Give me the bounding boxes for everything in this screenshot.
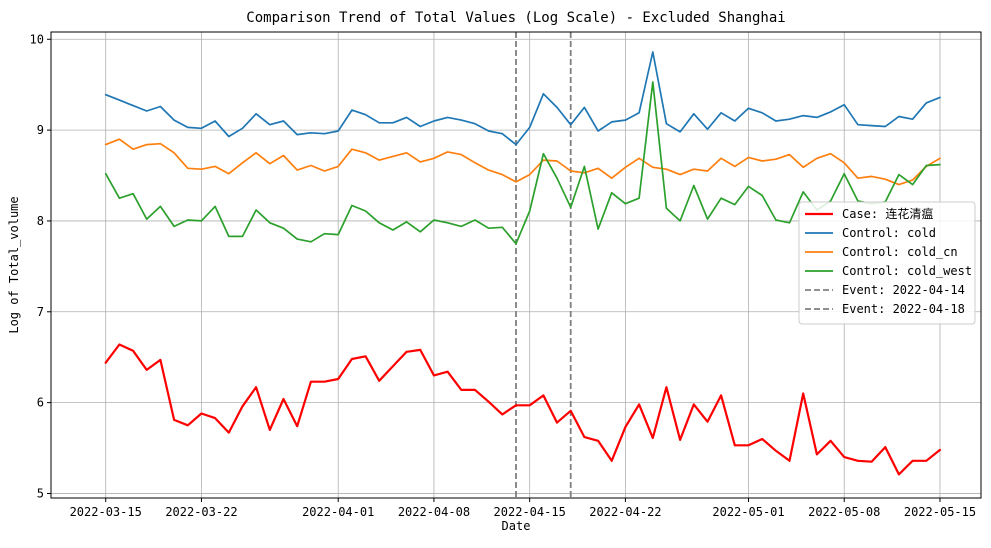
event-lines [515,32,572,498]
axis-ticks: 2022-03-15 2022-03-22 2022-04-01 2022-04-08… [30,32,977,519]
series-line-0 [104,343,942,476]
x-tick-label: 2022-05-01 [712,505,784,519]
y-axis-label: Log of Total_volume [7,196,21,333]
legend: Case: 连花清瘟 Control: cold Control: cold_cn C… [798,201,976,325]
legend-label: Control: cold [842,226,936,240]
series-line-3 [104,81,941,245]
y-tick-label: 5 [37,486,44,500]
x-tick-label: 2022-04-15 [494,505,566,519]
series-line-1 [104,51,941,146]
x-tick-label: 2022-03-15 [70,505,142,519]
chart-title: Comparison Trend of Total Values (Log Sc… [246,10,785,26]
legend-label: Control: cold_west [842,264,972,278]
series-line-2 [104,138,941,186]
series-lines [104,51,942,476]
legend-label: Event: 2022-04-14 [842,283,965,297]
x-tick-label: 2022-05-08 [808,505,880,519]
legend-label: Control: cold_cn [842,245,958,259]
y-tick-label: 8 [37,214,44,228]
x-tick-label: 2022-04-22 [589,505,661,519]
y-tick-label: 6 [37,396,44,410]
x-tick-label: 2022-05-15 [904,505,976,519]
plot-frame [50,31,982,499]
y-tick-label: 7 [37,305,44,319]
legend-label: Event: 2022-04-18 [842,302,965,316]
legend-box [798,201,976,325]
x-tick-label: 2022-03-22 [165,505,237,519]
legend-label: Case: 连花清瘟 [842,206,933,221]
x-tick-label: 2022-04-08 [398,505,470,519]
x-tick-label: 2022-04-01 [302,505,374,519]
y-tick-label: 9 [37,123,44,137]
x-axis-label: Date [502,519,531,533]
y-tick-label: 10 [30,32,44,46]
